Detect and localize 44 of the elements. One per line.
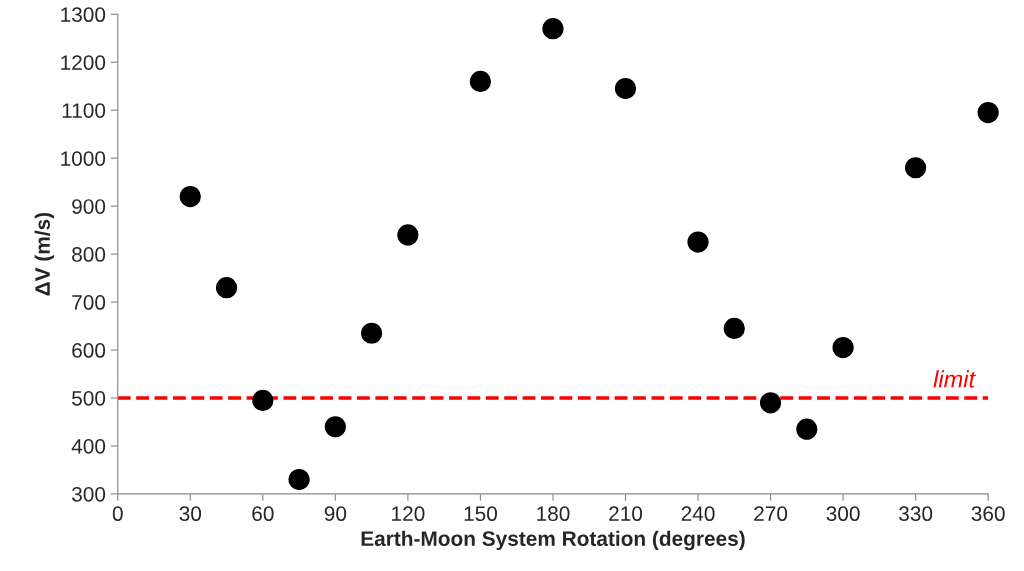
y-tick-label: 300 (71, 486, 106, 502)
y-tick-label: 1300 (61, 7, 106, 23)
y-tick-label: 1200 (61, 55, 106, 70)
point (215, 277, 238, 299)
point (324, 416, 346, 438)
x-tick-label: 300 (826, 506, 860, 522)
x-tick-label: 150 (464, 506, 497, 522)
point (179, 185, 201, 208)
point (687, 231, 709, 253)
x-tick-label: 60 (252, 506, 274, 522)
y-tick-label: 500 (72, 390, 106, 406)
y-tick-label: 1000 (61, 151, 106, 166)
x-tick-label: 240 (681, 506, 715, 522)
x-tick-label: 360 (971, 506, 1005, 522)
x-tick-label: 90 (324, 506, 347, 522)
point (905, 157, 927, 179)
x-tick-label: 30 (179, 506, 202, 522)
point (796, 418, 818, 440)
point (723, 317, 745, 340)
y-tick-label: 900 (72, 199, 106, 214)
x-tick-label: 120 (392, 506, 425, 522)
y-tick-label: 400 (71, 438, 106, 454)
y-axis-title: ΔV (m/s) (34, 212, 55, 296)
point (288, 468, 310, 491)
x-tick-label: 330 (899, 506, 933, 522)
x-tick-label: 210 (609, 506, 643, 522)
y-tick-label: 600 (72, 343, 106, 358)
point (977, 101, 999, 124)
x-tick-label: 0 (112, 506, 123, 522)
x-tick-label: 270 (754, 506, 788, 522)
x-axis-title: Earth-Moon System Rotation (degrees) (361, 530, 745, 551)
point (361, 322, 383, 344)
point (759, 392, 782, 414)
y-tick-label: 800 (72, 247, 106, 262)
y-tick-label: 700 (72, 295, 106, 310)
point (542, 18, 564, 40)
point (469, 70, 492, 93)
ref-line-label: limit (933, 370, 976, 388)
point (614, 78, 637, 100)
point (397, 224, 419, 246)
point (252, 389, 274, 411)
x-tick-label: 180 (537, 506, 570, 522)
y-tick-label: 1100 (62, 103, 106, 118)
point (832, 337, 854, 359)
